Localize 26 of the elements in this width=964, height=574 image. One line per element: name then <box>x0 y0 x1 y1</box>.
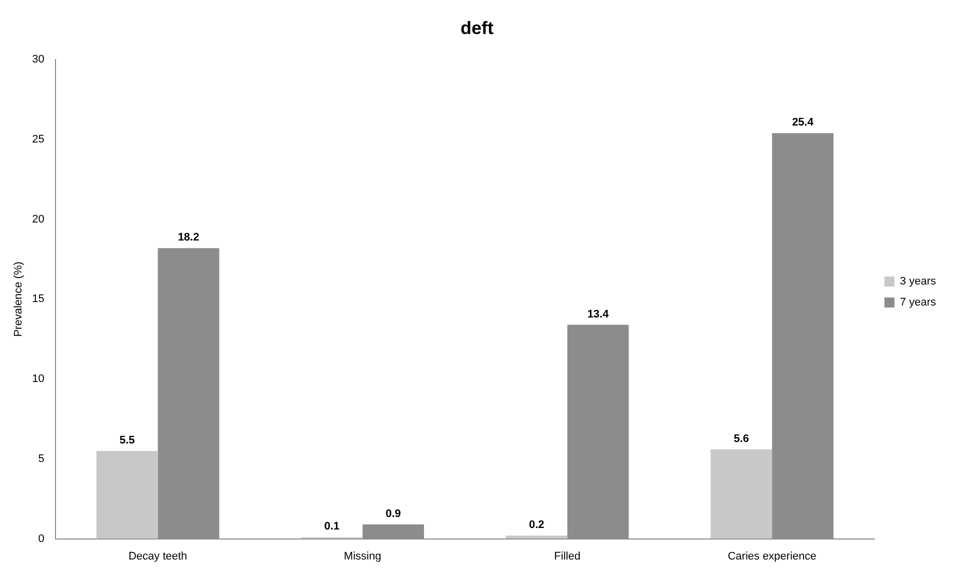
bar <box>506 536 568 539</box>
y-axis-title: Prevalence (%) <box>12 262 25 337</box>
y-tick-label: 5 <box>38 452 44 465</box>
y-tick-label: 25 <box>32 134 44 146</box>
y-tick-label: 10 <box>32 373 44 386</box>
y-tick-label: 20 <box>32 213 44 226</box>
x-tick-label: Filled <box>554 550 580 562</box>
bar <box>96 450 158 539</box>
legend-label: 3 years <box>900 276 936 288</box>
data-label: 0.2 <box>528 519 544 532</box>
data-label: 13.4 <box>587 308 610 320</box>
bar <box>710 449 772 539</box>
data-label: 0.1 <box>324 520 340 533</box>
data-label: 5.5 <box>119 434 135 446</box>
data-label: 18.2 <box>178 232 200 244</box>
y-tick-label: 0 <box>38 532 44 545</box>
y-tick-label: 15 <box>32 293 44 306</box>
x-tick-label: Missing <box>344 550 382 562</box>
data-label: 0.9 <box>386 508 401 520</box>
x-tick-label: Caries experience <box>728 550 816 562</box>
chart-title: deft <box>460 18 494 38</box>
data-label: 25.4 <box>792 116 814 129</box>
data-label: 5.6 <box>734 432 749 445</box>
x-tick-label: Decay teeth <box>128 550 188 562</box>
legend-label: 7 years <box>900 296 936 309</box>
y-tick-label: 30 <box>32 54 44 66</box>
